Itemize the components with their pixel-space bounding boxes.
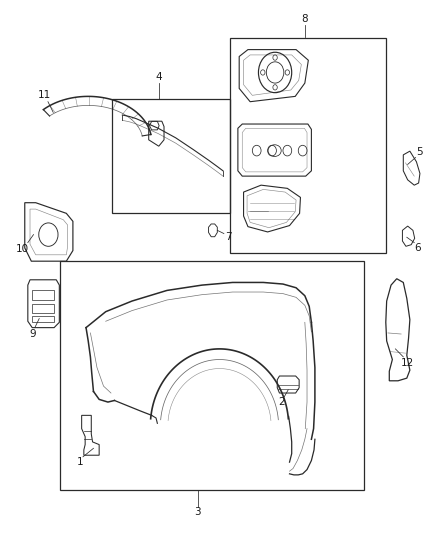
Text: 4: 4 — [155, 72, 162, 82]
Text: 9: 9 — [29, 329, 35, 339]
Bar — [230, 38, 385, 253]
Text: 5: 5 — [416, 147, 422, 157]
Text: 3: 3 — [194, 507, 201, 517]
Text: 1: 1 — [77, 457, 84, 466]
Text: 2: 2 — [278, 397, 284, 407]
Text: 10: 10 — [16, 244, 29, 254]
Bar — [60, 261, 363, 490]
Text: 7: 7 — [224, 232, 231, 242]
Text: 8: 8 — [301, 14, 307, 25]
Text: 6: 6 — [413, 244, 420, 253]
Text: 11: 11 — [38, 90, 51, 100]
Text: 12: 12 — [400, 358, 413, 368]
Bar — [112, 99, 230, 213]
